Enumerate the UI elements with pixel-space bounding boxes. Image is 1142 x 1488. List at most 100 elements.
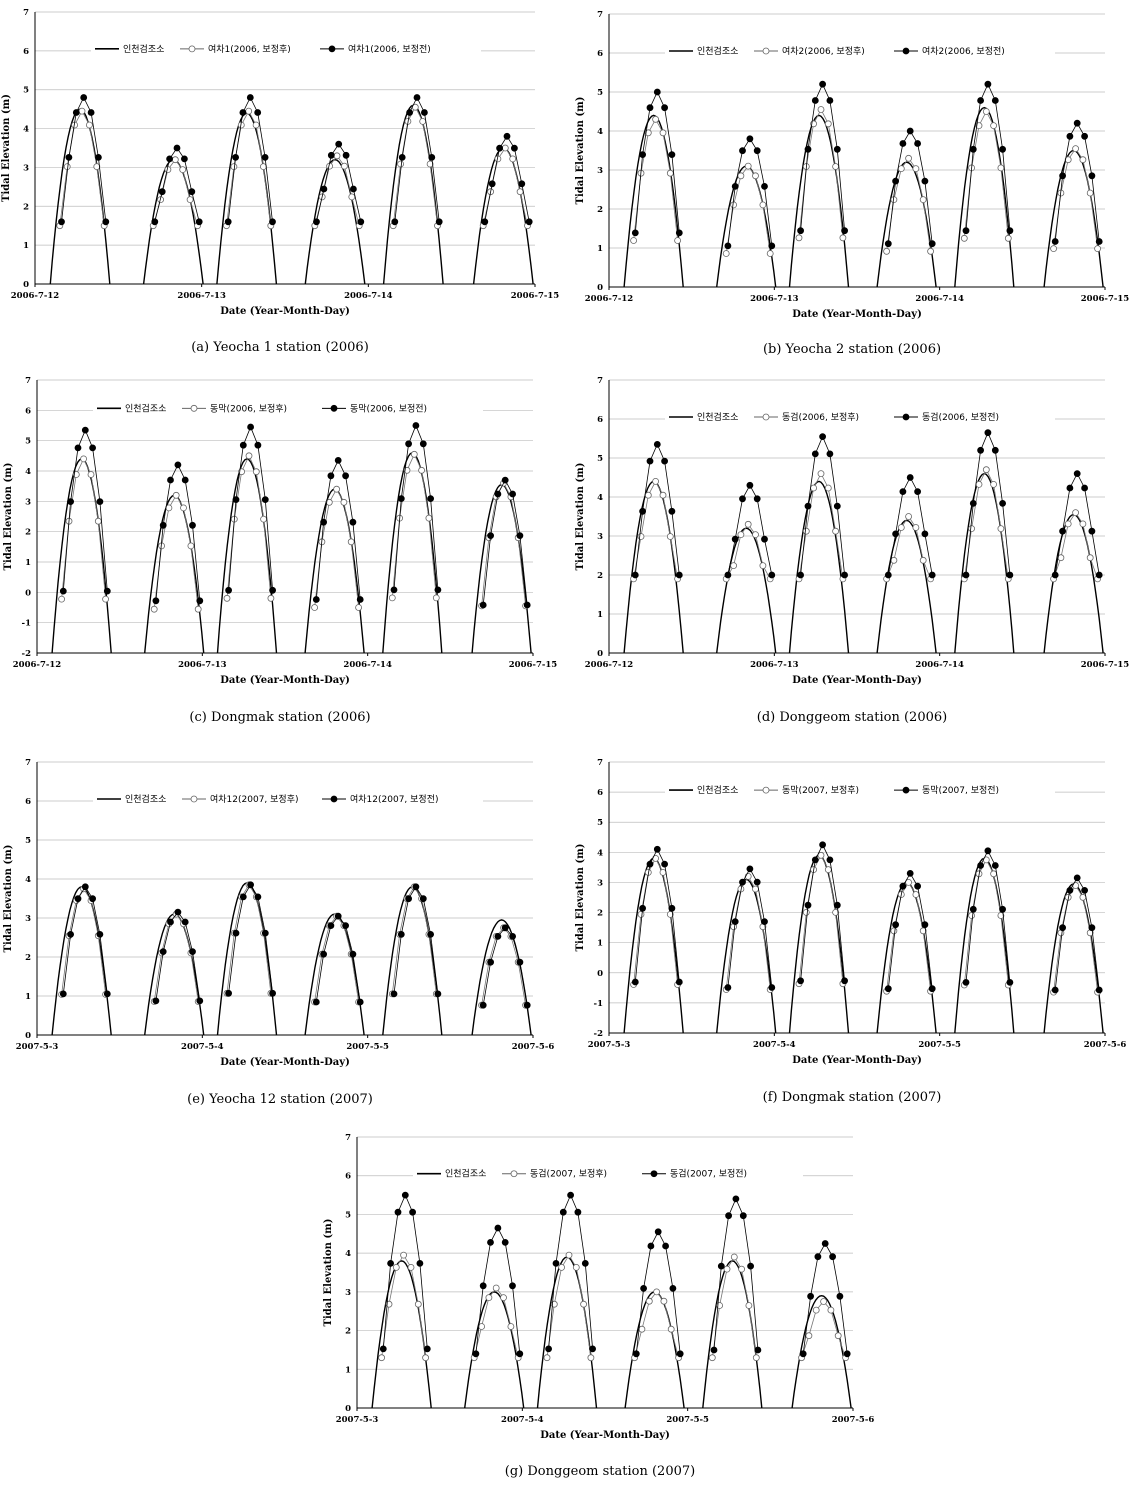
point-d-1-2-4 (826, 450, 834, 458)
point-g-1-5-2 (814, 1253, 822, 1261)
point-g-1-1-0 (472, 1350, 480, 1358)
point-a-1-3-5 (349, 185, 357, 193)
point-g-1-2-2 (559, 1208, 567, 1216)
point-d-1-5-3 (1073, 470, 1081, 477)
point-b-0-2-4 (824, 120, 832, 128)
point-a-1-1-1 (158, 188, 166, 196)
point-g-0-4-0 (708, 1354, 716, 1362)
ytick-g-2: 2 (345, 1327, 351, 1337)
point-a-1-4-6 (435, 218, 443, 226)
point-f-0-3-1 (890, 927, 898, 935)
series-line-b-0-1 (725, 165, 771, 254)
ref-arc-d-3 (876, 519, 937, 653)
point-a-0-5-5 (516, 188, 524, 196)
ytick-g-6: 6 (345, 1172, 351, 1182)
point-b-1-3-3 (906, 127, 914, 135)
point-b-1-2-3 (819, 80, 827, 88)
point-c-0-1-5 (187, 542, 195, 550)
point-b-1-3-4 (914, 140, 922, 147)
point-d-0-2-4 (824, 484, 832, 492)
point-a-0-0-3 (78, 107, 86, 115)
series-line-g-1-4 (713, 1197, 759, 1351)
point-a-1-2-3 (246, 94, 254, 101)
point-c-1-4-2 (405, 440, 413, 448)
point-b-0-5-0 (1050, 245, 1058, 253)
point-b-0-1-5 (759, 201, 767, 209)
point-b-0-5-4 (1079, 156, 1087, 164)
point-d-1-1-0 (724, 571, 732, 579)
ref-arc-c-2 (216, 458, 278, 653)
ytick-d-2: 2 (597, 571, 603, 581)
legend-label-a-2: 여차1(2006, 보정전) (348, 43, 431, 55)
ytick-f-9: 7 (597, 758, 603, 768)
xtick-f-2: 2007-5-5 (918, 1040, 961, 1050)
legend-box-d (665, 410, 1055, 424)
point-e-1-4-2 (405, 895, 413, 903)
point-d-0-5-3 (1072, 509, 1080, 517)
point-g-1-3-6 (676, 1350, 684, 1358)
caption-b: (b) Yeocha 2 station (2006) (762, 342, 942, 357)
point-c-0-4-6 (432, 594, 440, 602)
point-g-1-1-3 (494, 1224, 502, 1232)
ytick-a-1: 1 (23, 241, 29, 251)
series-line-b-1-5 (1054, 122, 1100, 242)
point-g-0-3-3 (653, 1288, 661, 1296)
ref-arc-f-1 (716, 878, 777, 1033)
series-line-c-1-1 (155, 463, 201, 601)
caption-e: (e) Yeocha 12 station (2007) (187, 1092, 373, 1107)
point-b-0-2-6 (839, 234, 847, 242)
point-d-0-2-1 (802, 527, 810, 535)
point-f-1-2-1 (804, 901, 812, 909)
point-c-1-1-6 (196, 597, 204, 605)
point-g-0-2-4 (572, 1263, 580, 1271)
series-line-e-1-1 (155, 911, 201, 1001)
point-e-1-2-6 (269, 989, 277, 997)
point-g-0-4-3 (730, 1253, 738, 1261)
point-d-0-0-2 (644, 491, 652, 499)
plot-area-c (51, 422, 532, 653)
xtick-f-3: 2007-5-6 (1084, 1040, 1127, 1050)
point-f-1-1-1 (731, 918, 739, 926)
series-line-f-1-4 (965, 849, 1011, 983)
xlabel-f: Date (Year-Month-Day) (792, 1055, 922, 1066)
point-a-0-0-4 (86, 121, 93, 129)
point-c-1-2-0 (225, 586, 233, 594)
point-b-0-3-6 (927, 247, 935, 255)
caption-d: (d) Donggeom station (2006) (756, 710, 948, 725)
point-g-1-0-5 (416, 1259, 424, 1267)
point-e-1-1-6 (196, 997, 204, 1005)
point-b-0-4-0 (960, 234, 968, 242)
xtick-b-1: 2006-7-13 (750, 294, 799, 304)
legend-marker-e-2 (330, 795, 338, 803)
point-f-1-5-2 (1066, 886, 1074, 894)
point-b-1-2-4 (826, 97, 834, 104)
legend-label-a-1: 여차1(2006, 보정후) (208, 43, 291, 55)
point-g-0-5-2 (812, 1306, 820, 1314)
point-b-1-1-4 (753, 147, 761, 155)
ytick-b-7: 7 (597, 10, 603, 20)
point-b-0-2-5 (832, 163, 840, 170)
series-line-b-1-3 (887, 130, 933, 244)
point-d-1-5-0 (1051, 571, 1059, 579)
point-c-1-5-6 (523, 601, 531, 609)
point-a-0-3-3 (333, 152, 341, 160)
point-e-1-4-3 (412, 883, 420, 891)
point-b-1-4-3 (984, 80, 992, 88)
ylabel-c: Tidal Elevation (m) (3, 463, 14, 571)
point-b-0-5-3 (1072, 145, 1080, 153)
ytick-d-3: 3 (597, 532, 603, 542)
xtick-d-1: 2006-7-13 (750, 660, 799, 670)
point-a-0-3-4 (340, 162, 348, 170)
point-d-1-0-0 (631, 571, 639, 579)
point-a-0-2-5 (259, 163, 267, 171)
series-line-e-1-0 (62, 886, 108, 994)
ylabel-e: Tidal Elevation (m) (3, 845, 14, 953)
point-c-0-2-6 (267, 594, 275, 602)
point-b-1-0-5 (668, 151, 676, 159)
caption-g: (g) Donggeom station (2007) (504, 1464, 696, 1479)
legend-label-d-1: 동검(2006, 보정후) (782, 411, 859, 423)
point-g-0-5-4 (827, 1306, 835, 1314)
point-b-0-2-3 (817, 106, 825, 113)
ytick-f-4: 2 (597, 909, 603, 919)
point-g-1-5-4 (829, 1253, 836, 1261)
